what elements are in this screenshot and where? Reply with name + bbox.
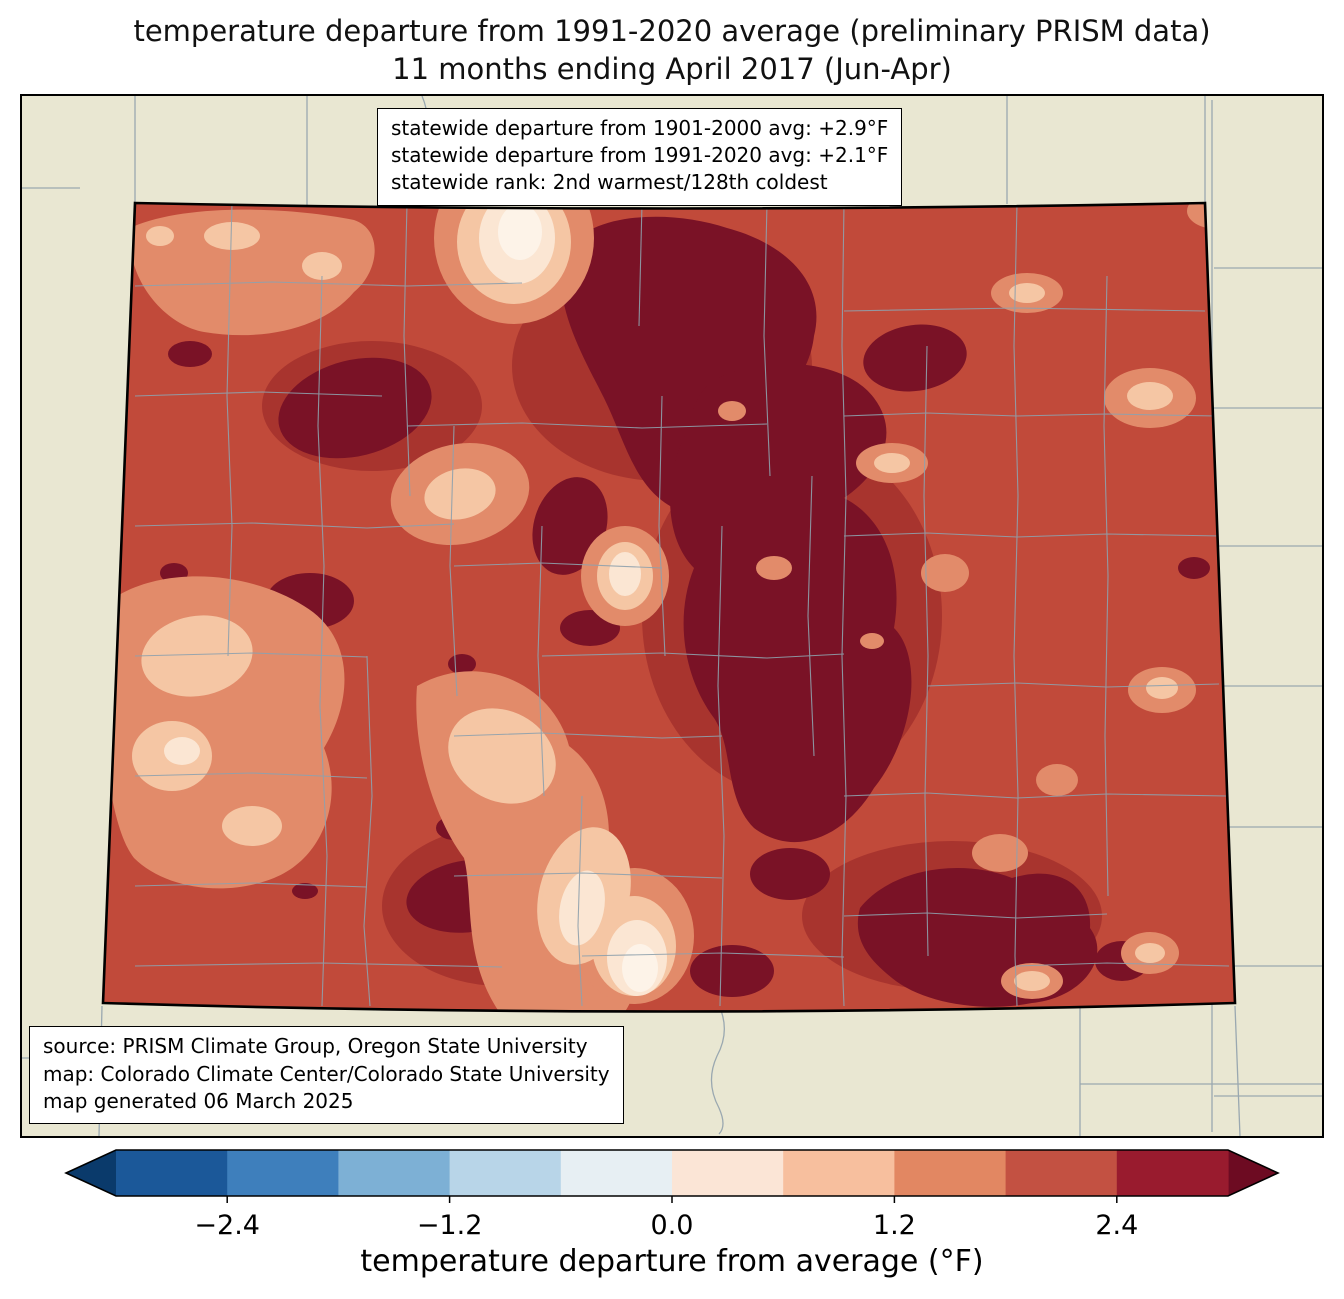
source-line-1: source: PRISM Climate Group, Oregon Stat… bbox=[43, 1034, 588, 1059]
stats-line-1: statewide departure from 1901-2000 avg: … bbox=[391, 116, 889, 140]
colorbar-ticks: −2.4 −1.2 0.0 1.2 2.4 bbox=[194, 1196, 1138, 1241]
colorbar-segment bbox=[338, 1150, 451, 1196]
colorbar-outline bbox=[64, 1149, 1280, 1197]
dark-red-regions bbox=[160, 216, 1210, 1007]
figure-title: temperature departure from 1991-2020 ave… bbox=[0, 0, 1344, 88]
colorbar-arrow-left bbox=[66, 1150, 116, 1196]
colorado-state-border bbox=[101, 201, 1237, 1013]
source-attribution-box: source: PRISM Climate Group, Oregon Stat… bbox=[29, 1026, 624, 1124]
statewide-stats-box: statewide departure from 1901-2000 avg: … bbox=[377, 108, 903, 206]
colorbar: −2.4 −1.2 0.0 1.2 2.4 temperature departure … bbox=[64, 1148, 1280, 1279]
colorbar-segment bbox=[449, 1150, 562, 1196]
colorbar-segment bbox=[1116, 1150, 1229, 1196]
source-line-3: map generated 06 March 2025 bbox=[43, 1088, 354, 1113]
colorado-map-svg bbox=[22, 96, 1322, 1136]
colorbar-segment bbox=[783, 1150, 895, 1196]
colorbar-tick-label: −1.2 bbox=[417, 1210, 483, 1241]
colorbar-arrow-right bbox=[1228, 1150, 1278, 1196]
white-core-regions bbox=[498, 204, 658, 992]
temperature-field bbox=[103, 203, 1235, 1012]
colorbar-tick-label: 0.0 bbox=[651, 1210, 694, 1241]
county-boundaries bbox=[134, 203, 1230, 1007]
colorbar-segment bbox=[560, 1150, 673, 1196]
colorbar-label: temperature departure from average (°F) bbox=[360, 1244, 984, 1279]
source-line-2: map: Colorado Climate Center/Colorado St… bbox=[43, 1061, 610, 1086]
colorbar-tick-label: 1.2 bbox=[873, 1210, 916, 1241]
colorbar-segments bbox=[116, 1150, 1229, 1196]
title-line-1: temperature departure from 1991-2020 ave… bbox=[133, 14, 1211, 48]
stats-line-2: statewide departure from 1991-2020 avg: … bbox=[391, 143, 889, 168]
colorbar-tick-label: −2.4 bbox=[194, 1210, 260, 1241]
map-panel: statewide departure from 1901-2000 avg: … bbox=[20, 94, 1324, 1138]
colorbar-segment bbox=[1005, 1150, 1118, 1196]
colorbar-svg: −2.4 −1.2 0.0 1.2 2.4 bbox=[64, 1149, 1280, 1241]
colorbar-segment bbox=[894, 1150, 1007, 1196]
stats-line-3: statewide rank: 2nd warmest/128th coldes… bbox=[391, 170, 828, 195]
colorbar-tick-label: 2.4 bbox=[1095, 1210, 1138, 1241]
title-line-2: 11 months ending April 2017 (Jun-Apr) bbox=[392, 52, 952, 86]
colorbar-segment bbox=[116, 1150, 228, 1196]
colorbar-segment bbox=[672, 1150, 784, 1196]
colorbar-segment bbox=[227, 1150, 339, 1196]
